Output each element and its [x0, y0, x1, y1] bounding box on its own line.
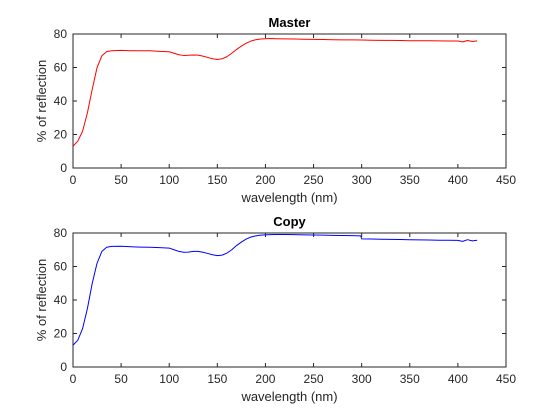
copy-x-tick-label: 200 [255, 372, 275, 386]
copy-x-tick-label: 350 [400, 372, 420, 386]
master-y-tick-label: 60 [54, 61, 68, 75]
master-y-tick-label: 20 [54, 128, 68, 142]
copy-y-tick-label: 0 [60, 360, 67, 374]
copy-y-tick-label: 80 [54, 226, 68, 240]
copy-x-tick-label: 400 [448, 372, 468, 386]
copy-y-tick-label: 60 [54, 260, 68, 274]
copy-x-tick-label: 50 [114, 372, 128, 386]
copy-y-axis-label: % of reflection [34, 259, 49, 341]
master-x-tick-label: 0 [70, 173, 77, 187]
copy-reflection-line [72, 234, 478, 346]
copy-x-tick-label: 250 [304, 372, 324, 386]
copy-chart: 0 50 100 150 200 250 300 350 400 450 0 20 40 60 80 Copy… [34, 214, 516, 404]
copy-x-tick-label: 300 [352, 372, 372, 386]
master-y-tick-label: 80 [54, 27, 68, 41]
master-x-tick-label: 100 [159, 173, 179, 187]
master-x-axis-label: wavelength (nm) [240, 190, 337, 205]
copy-x-tick-label: 100 [159, 372, 179, 386]
master-y-tick-label: 0 [60, 161, 67, 175]
master-x-tick-label: 400 [448, 173, 468, 187]
copy-x-tick-label: 0 [70, 372, 77, 386]
copy-x-axis-label: wavelength (nm) [240, 389, 337, 404]
master-x-tick-label: 350 [400, 173, 420, 187]
master-y-axis-label: % of reflection [34, 60, 49, 142]
master-x-tick-label: 300 [352, 173, 372, 187]
copy-y-tick-label: 40 [54, 293, 68, 307]
master-chart-title: Master [269, 15, 311, 30]
master-y-tick-label: 40 [54, 94, 68, 108]
copy-x-tick-label: 450 [496, 372, 516, 386]
copy-plot-area [72, 232, 507, 368]
copy-x-tick-label: 150 [207, 372, 227, 386]
master-x-tick-label: 200 [255, 173, 275, 187]
master-x-tick-label: 50 [114, 173, 128, 187]
copy-y-tick-label: 20 [54, 327, 68, 341]
copy-chart-title: Copy [273, 214, 306, 229]
master-chart: 0 50 100 150 200 250 300 350 400 450 0 20 40 60 80 Mast… [34, 15, 516, 205]
master-plot-area [72, 33, 507, 169]
master-reflection-line [72, 38, 478, 147]
master-x-tick-label: 250 [304, 173, 324, 187]
master-x-tick-label: 150 [207, 173, 227, 187]
master-x-tick-label: 450 [496, 173, 516, 187]
